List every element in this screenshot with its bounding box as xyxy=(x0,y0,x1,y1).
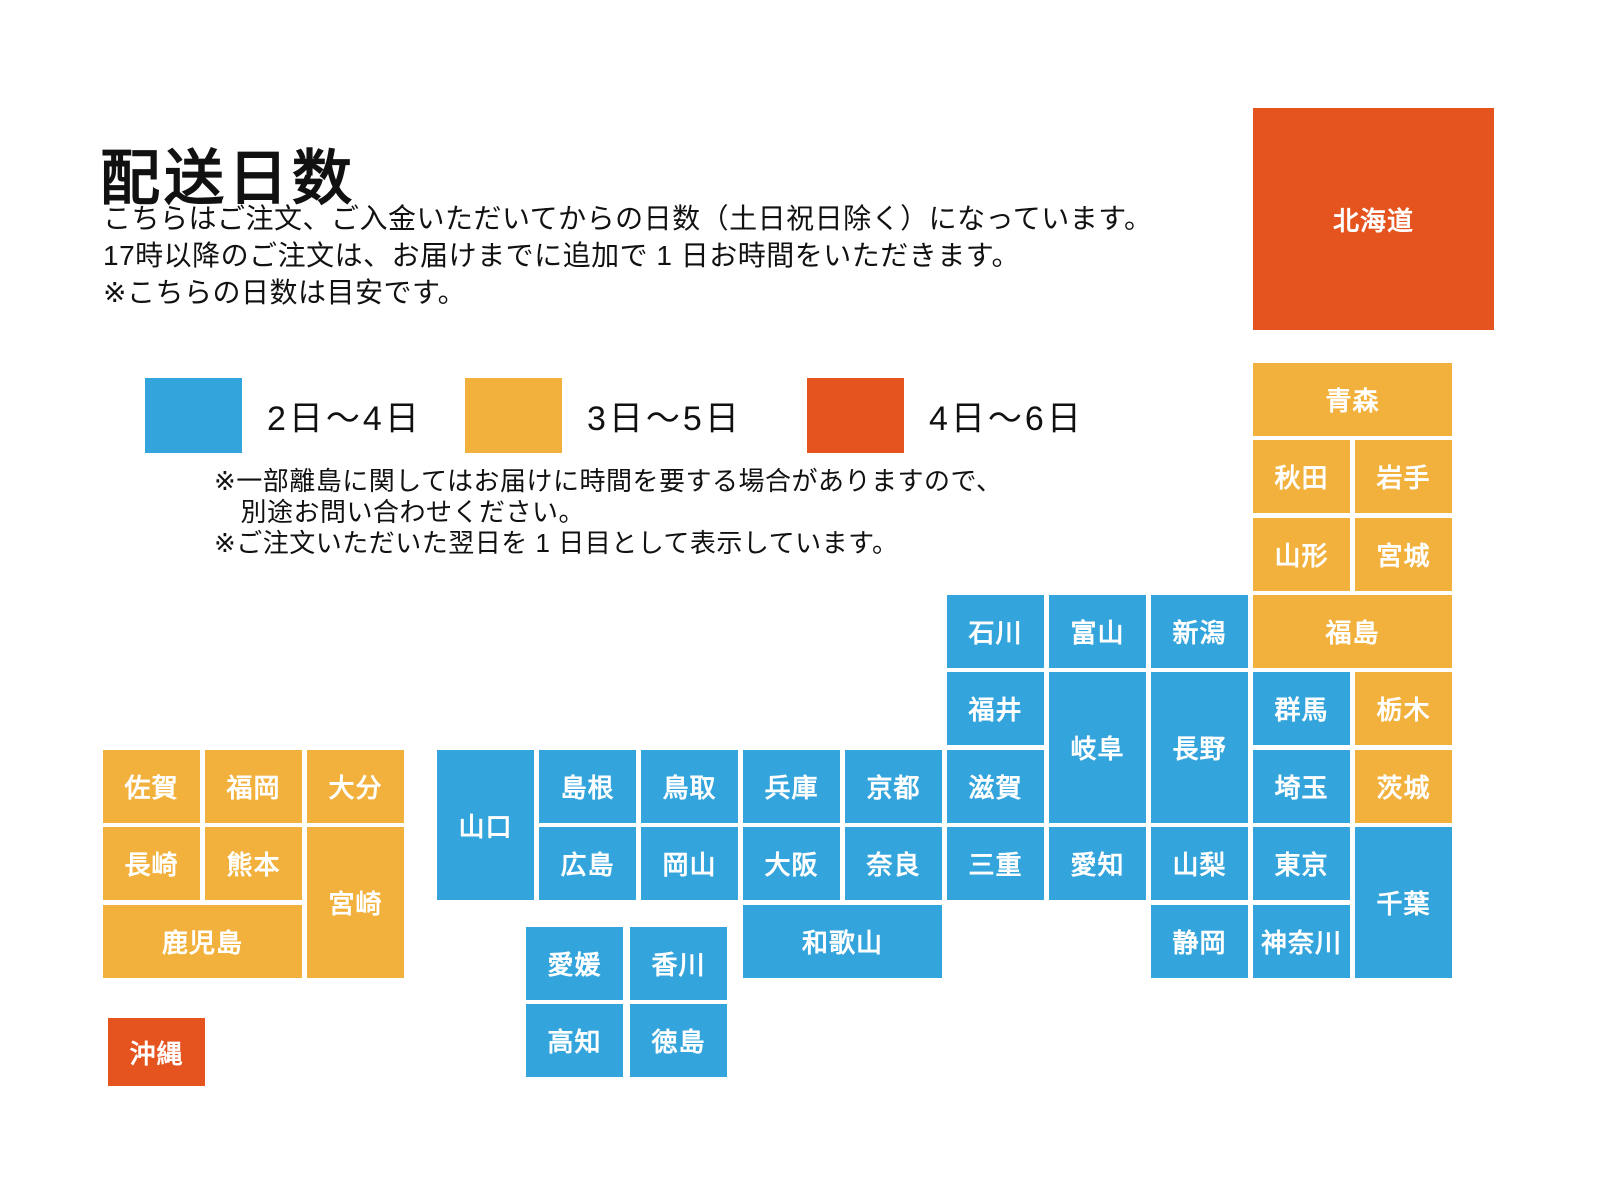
prefecture-chiba: 千葉 xyxy=(1355,827,1452,978)
prefecture-saga: 佐賀 xyxy=(103,750,200,823)
prefecture-niigata: 新潟 xyxy=(1151,595,1248,668)
note-line: ※一部離島に関してはお届けに時間を要する場合がありますので、 xyxy=(214,466,1003,496)
prefecture-okinawa: 沖縄 xyxy=(108,1018,205,1086)
prefecture-oita: 大分 xyxy=(307,750,404,823)
prefecture-kagawa: 香川 xyxy=(630,927,727,1000)
legend-item-3-5-days: 3日〜5日 xyxy=(465,378,742,453)
prefecture-kumamoto: 熊本 xyxy=(205,827,302,900)
note-line: 別途お問い合わせください。 xyxy=(214,497,586,527)
prefecture-aichi: 愛知 xyxy=(1049,827,1146,900)
prefecture-tokushima: 徳島 xyxy=(630,1004,727,1077)
legend-color-swatch-orange xyxy=(807,378,904,453)
prefecture-yamagata: 山形 xyxy=(1253,518,1350,591)
prefecture-hyogo: 兵庫 xyxy=(743,750,840,823)
prefecture-tokyo: 東京 xyxy=(1253,827,1350,900)
prefecture-wakayama: 和歌山 xyxy=(743,905,942,978)
legend-label: 3日〜5日 xyxy=(587,400,742,438)
prefecture-shiga: 滋賀 xyxy=(947,750,1044,823)
prefecture-shizuoka: 静岡 xyxy=(1151,905,1248,978)
legend: 2日〜4日 3日〜5日 4日〜6日 xyxy=(0,378,1600,453)
prefecture-kanagawa: 神奈川 xyxy=(1253,905,1350,978)
prefecture-miyazaki: 宮崎 xyxy=(307,827,404,978)
prefecture-fukuoka: 福岡 xyxy=(205,750,302,823)
prefecture-ishikawa: 石川 xyxy=(947,595,1044,668)
legend-item-4-6-days: 4日〜6日 xyxy=(807,378,1084,453)
legend-label: 4日〜6日 xyxy=(929,400,1084,438)
intro-line: 17時以降のご注文は、お届けまでに追加で 1 日お時間をいただきます。 xyxy=(103,240,1020,271)
prefecture-nagano: 長野 xyxy=(1151,672,1248,823)
legend-color-swatch-blue xyxy=(145,378,242,453)
prefecture-okayama: 岡山 xyxy=(641,827,738,900)
prefecture-gifu: 岐阜 xyxy=(1049,672,1146,823)
intro-line: こちらはご注文、ご入金いただいてからの日数（土日祝日除く）になっています。 xyxy=(103,203,1153,234)
prefecture-ehime: 愛媛 xyxy=(526,927,623,1000)
legend-item-2-4-days: 2日〜4日 xyxy=(145,378,422,453)
intro-text: こちらはご注文、ご入金いただいてからの日数（土日祝日除く）になっています。 17… xyxy=(103,200,1152,311)
prefecture-fukui: 福井 xyxy=(947,672,1044,745)
prefecture-tochigi: 栃木 xyxy=(1355,672,1452,745)
prefecture-shimane: 島根 xyxy=(539,750,636,823)
prefecture-kyoto: 京都 xyxy=(845,750,942,823)
intro-line: ※こちらの日数は目安です。 xyxy=(103,277,467,308)
notes-text: ※一部離島に関してはお届けに時間を要する場合がありますので、 別途お問い合わせく… xyxy=(214,466,1002,559)
prefecture-nagasaki: 長崎 xyxy=(103,827,200,900)
prefecture-hiroshima: 広島 xyxy=(539,827,636,900)
prefecture-kochi: 高知 xyxy=(526,1004,623,1077)
prefecture-aomori: 青森 xyxy=(1253,363,1452,436)
prefecture-yamanashi: 山梨 xyxy=(1151,827,1248,900)
prefecture-akita: 秋田 xyxy=(1253,440,1350,513)
prefecture-saitama: 埼玉 xyxy=(1253,750,1350,823)
prefecture-toyama: 富山 xyxy=(1049,595,1146,668)
prefecture-mie: 三重 xyxy=(947,827,1044,900)
prefecture-yamaguchi: 山口 xyxy=(437,750,534,900)
legend-color-swatch-yellow xyxy=(465,378,562,453)
page-title: 配送日数 xyxy=(100,145,356,213)
prefecture-nara: 奈良 xyxy=(845,827,942,900)
prefecture-fukushima: 福島 xyxy=(1253,595,1452,668)
prefecture-iwate: 岩手 xyxy=(1355,440,1452,513)
prefecture-ibaraki: 茨城 xyxy=(1355,750,1452,823)
prefecture-tottori: 鳥取 xyxy=(641,750,738,823)
legend-label: 2日〜4日 xyxy=(267,400,422,438)
prefecture-gunma: 群馬 xyxy=(1253,672,1350,745)
prefecture-osaka: 大阪 xyxy=(743,827,840,900)
prefecture-miyagi: 宮城 xyxy=(1355,518,1452,591)
prefecture-hokkaido: 北海道 xyxy=(1253,108,1494,330)
prefecture-kagoshima: 鹿児島 xyxy=(103,905,302,978)
note-line: ※ご注文いただいた翌日を 1 日目として表示しています。 xyxy=(214,528,899,558)
